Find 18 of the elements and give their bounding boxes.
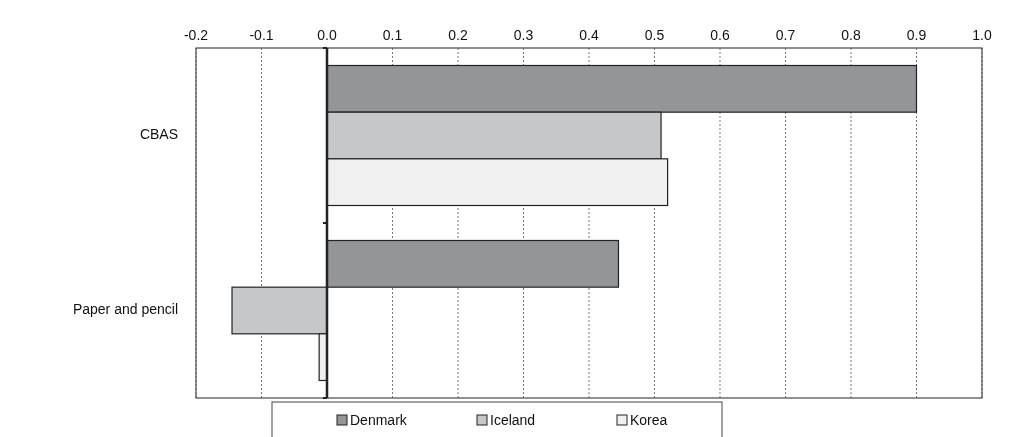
x-tick-label: 0.9 xyxy=(906,27,927,43)
y-tick-label: CBAS xyxy=(139,126,178,143)
x-tick-label: 0.4 xyxy=(579,27,599,43)
x-tick-label: 0.2 xyxy=(448,27,468,43)
x-tick-label: 0.8 xyxy=(841,27,861,43)
x-tick-label: 0.3 xyxy=(513,27,534,43)
x-tick-label: 0.6 xyxy=(710,27,730,43)
x-tick-label: 0.7 xyxy=(775,27,796,43)
y-tick-label: Paper and pencil xyxy=(72,301,178,318)
x-tick-label: 0.0 xyxy=(317,27,337,43)
x-tick-label: -0.2 xyxy=(183,27,209,43)
x-tick-label: 0.5 xyxy=(644,27,665,43)
legend-label: Denmark xyxy=(350,412,408,428)
x-tick-label: 1.0 xyxy=(972,27,992,43)
legend-label: Korea xyxy=(630,412,668,428)
x-tick-label: -0.1 xyxy=(249,27,274,43)
x-tick-label: 0.1 xyxy=(382,27,403,43)
legend-label: Iceland xyxy=(490,412,536,428)
